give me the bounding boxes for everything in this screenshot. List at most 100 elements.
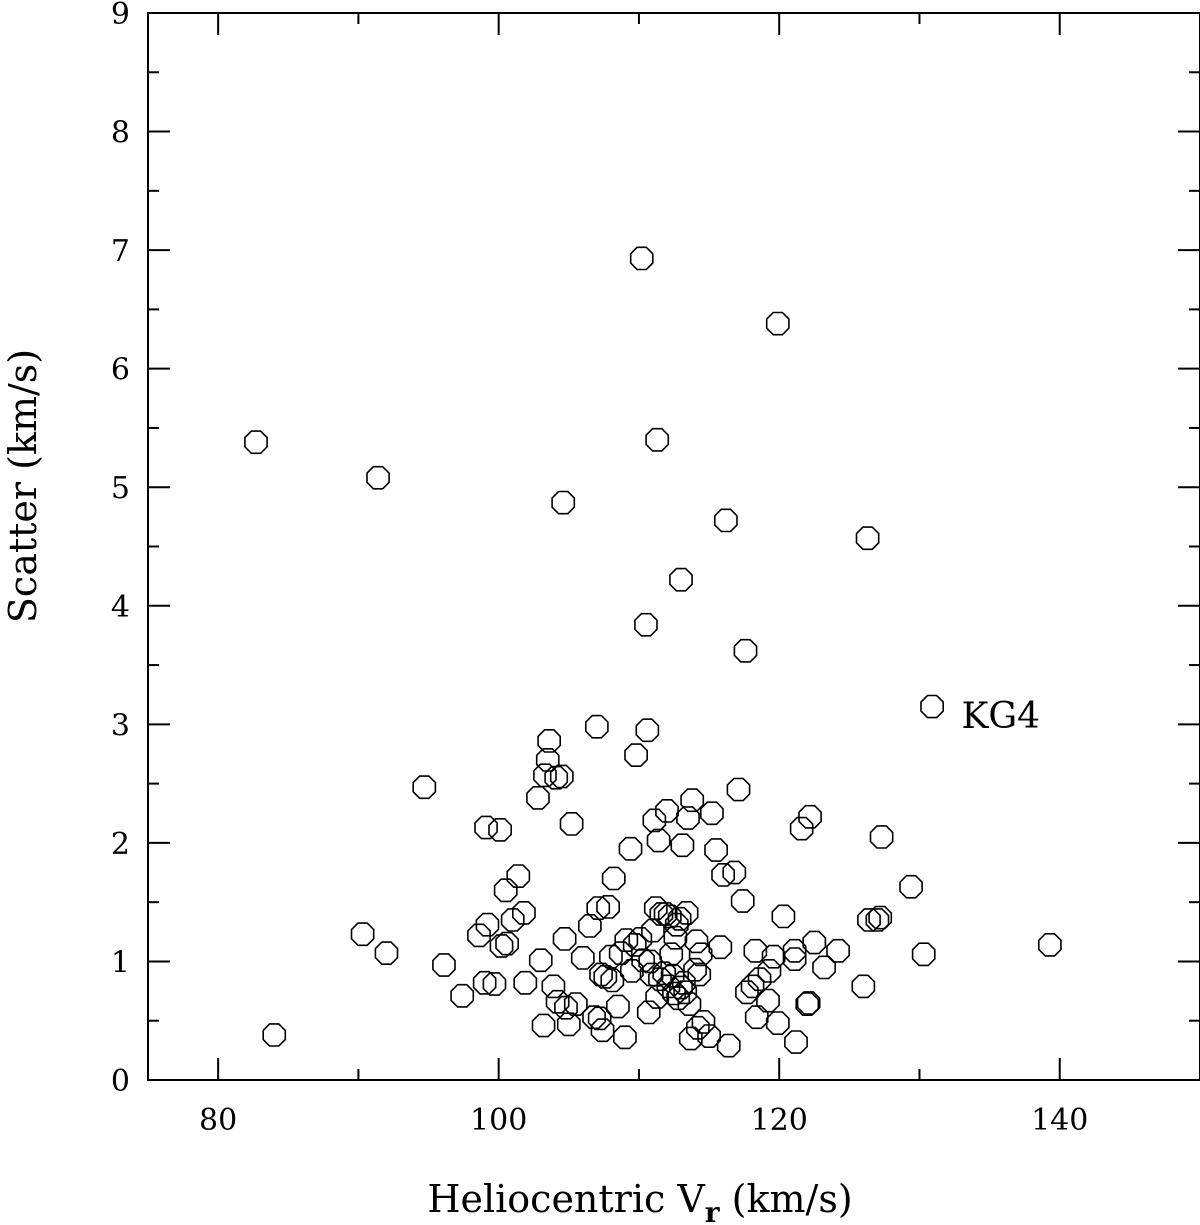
- data-point: [795, 992, 820, 1017]
- data-point: [244, 430, 268, 455]
- data-point: [350, 922, 375, 947]
- y-axis-title: Scatter (km/s): [1, 349, 45, 623]
- data-point: [899, 874, 923, 899]
- x-axis-title-main: Heliocentric V: [427, 1177, 705, 1221]
- data-point: [619, 958, 644, 983]
- data-point: [541, 974, 566, 999]
- data-point: [612, 1025, 637, 1050]
- data-point: [593, 964, 618, 989]
- x-tick-label: 80: [199, 1103, 237, 1138]
- data-point: [645, 427, 670, 452]
- y-tick-label: 6: [111, 353, 130, 388]
- data-point: [489, 934, 514, 958]
- data-point: [582, 1005, 606, 1030]
- data-points: [244, 246, 1062, 1058]
- data-point: [677, 992, 702, 1017]
- data-point: [757, 958, 782, 983]
- data-point: [482, 972, 507, 996]
- data-point: [678, 1026, 703, 1051]
- data-point: [634, 612, 658, 637]
- data-point: [596, 894, 621, 919]
- data-point: [711, 862, 736, 887]
- data-point: [726, 777, 751, 802]
- data-point: [1038, 932, 1062, 957]
- data-point: [629, 246, 654, 271]
- data-point: [511, 900, 536, 925]
- data-point: [450, 983, 475, 1008]
- data-point: [756, 988, 780, 1013]
- data-point: [577, 913, 602, 938]
- data-point: [488, 817, 513, 842]
- data-point: [761, 944, 786, 969]
- data-point: [590, 1018, 615, 1043]
- data-point: [657, 904, 682, 929]
- data-point: [722, 860, 747, 885]
- axis-ticks: [148, 12, 1200, 1081]
- data-point: [865, 908, 890, 932]
- data-point: [262, 1023, 287, 1047]
- data-point: [869, 825, 894, 849]
- data-point: [635, 718, 660, 743]
- data-point: [526, 785, 550, 810]
- data-point: [551, 490, 576, 515]
- data-point: [691, 1009, 716, 1034]
- data-point: [826, 938, 851, 963]
- data-point: [687, 962, 712, 987]
- data-point: [622, 932, 647, 957]
- data-point: [704, 838, 729, 862]
- data-point: [605, 994, 630, 1019]
- data-point: [851, 974, 876, 999]
- data-point: [688, 942, 713, 967]
- data-point: [789, 816, 814, 841]
- plot-frame: [147, 12, 1200, 1081]
- data-point: [784, 1030, 808, 1054]
- data-point: [493, 878, 518, 903]
- data-point: [708, 935, 733, 960]
- data-point: [664, 912, 689, 937]
- data-point: [765, 1011, 790, 1035]
- data-point: [663, 925, 688, 950]
- data-point: [765, 311, 790, 336]
- data-point: [563, 992, 588, 1017]
- data-point: [559, 811, 584, 836]
- data-point: [771, 904, 796, 929]
- data-point: [782, 947, 807, 972]
- annotation-kg4: KG4: [962, 696, 1041, 737]
- data-point: [474, 815, 498, 840]
- data-point: [674, 900, 699, 925]
- data-point: [584, 714, 609, 739]
- data-point: [549, 764, 574, 789]
- data-point: [735, 980, 759, 1005]
- data-point: [743, 938, 768, 963]
- y-tick-label: 8: [111, 116, 130, 151]
- data-point: [628, 926, 653, 951]
- data-point: [671, 970, 696, 995]
- data-point: [586, 896, 611, 921]
- data-point: [684, 929, 709, 954]
- data-point: [642, 808, 667, 833]
- y-tick-labels: 0 1 2 3 4 5 6 7 8 9: [111, 0, 130, 1099]
- data-point: [618, 836, 643, 861]
- data-point: [747, 967, 772, 992]
- data-point: [537, 728, 562, 753]
- data-point: [467, 923, 491, 948]
- data-point: [920, 694, 945, 719]
- data-point: [685, 1015, 710, 1040]
- data-point: [868, 905, 893, 930]
- data-point: [645, 985, 670, 1009]
- y-tick-label: 7: [111, 234, 130, 269]
- data-point: [697, 1024, 722, 1048]
- data-point: [601, 866, 626, 891]
- y-tick-label: 2: [111, 827, 130, 862]
- data-point: [676, 806, 700, 830]
- data-point: [587, 1006, 612, 1031]
- data-point: [374, 941, 399, 966]
- x-tick-labels: 80 100 120 140: [199, 1103, 1088, 1138]
- data-point: [513, 970, 538, 995]
- data-point: [643, 896, 668, 921]
- y-tick-label: 5: [111, 471, 130, 506]
- data-point: [544, 765, 569, 790]
- x-tick-label: 120: [751, 1103, 808, 1138]
- data-point: [667, 906, 692, 931]
